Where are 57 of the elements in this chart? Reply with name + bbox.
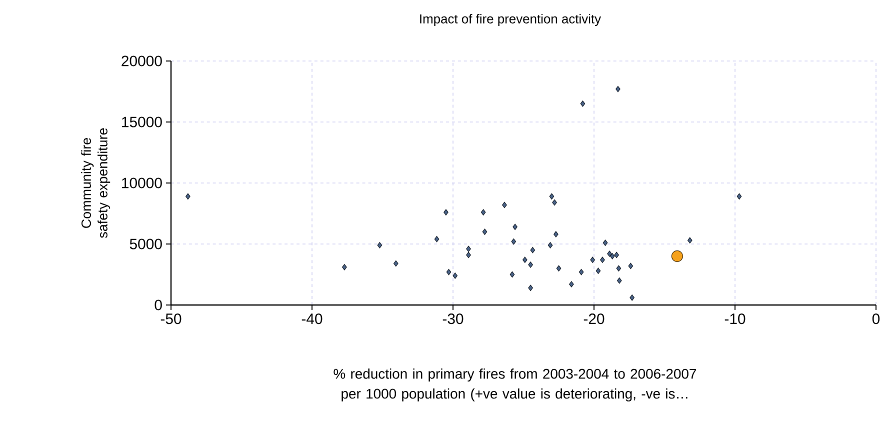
point [528, 262, 533, 268]
point [600, 256, 605, 263]
point [522, 256, 528, 263]
x-tick-label: -30 [442, 314, 464, 324]
chart-title: Impact of fire prevention activity [420, 14, 602, 26]
point [614, 252, 619, 258]
point [607, 250, 612, 257]
point [580, 100, 586, 107]
point [466, 246, 471, 252]
point [736, 193, 742, 200]
point [569, 281, 574, 288]
point [528, 284, 533, 292]
point [466, 252, 471, 258]
point [610, 253, 615, 260]
point [628, 262, 634, 270]
x-tick-label: -50 [160, 314, 182, 324]
point [616, 265, 622, 272]
point [480, 209, 486, 216]
point [511, 238, 516, 245]
point [616, 86, 620, 92]
point [482, 228, 488, 235]
point [186, 193, 190, 200]
point [602, 240, 608, 246]
point [530, 246, 536, 254]
point [512, 224, 518, 230]
x-axis-title: % reduction in primary fires from 2003-2004 to 2006-2007 per 1000 population (+ve value is deteriorating, -ve is… [334, 368, 696, 402]
point [510, 271, 515, 278]
point [394, 260, 398, 267]
point [596, 268, 601, 274]
point [446, 268, 452, 276]
point [556, 265, 562, 272]
x-tick-label: -20 [584, 314, 604, 324]
point [452, 272, 458, 279]
point [434, 236, 440, 242]
point [554, 231, 558, 238]
x-tick-label: -10 [724, 314, 746, 324]
y-tick-label: 20000 [122, 56, 162, 66]
y-tick-label: 10000 [122, 178, 162, 188]
x-tick-label: -40 [302, 314, 322, 324]
x-tick-label: 0 [872, 314, 880, 324]
point [549, 193, 554, 200]
point [630, 294, 634, 301]
y-tick-label: 15000 [122, 116, 162, 128]
point [687, 237, 692, 244]
point [671, 250, 683, 262]
point [342, 264, 347, 270]
y-tick-label: 5000 [130, 238, 162, 250]
point [590, 256, 595, 263]
y-axis-title: Community fire safety expenditure [81, 128, 110, 238]
point [502, 202, 507, 208]
point [377, 242, 382, 248]
point [552, 199, 557, 206]
y-tick-label: 0 [154, 300, 162, 310]
point [548, 242, 553, 248]
point [578, 268, 584, 276]
point [616, 277, 622, 284]
point [444, 209, 448, 216]
